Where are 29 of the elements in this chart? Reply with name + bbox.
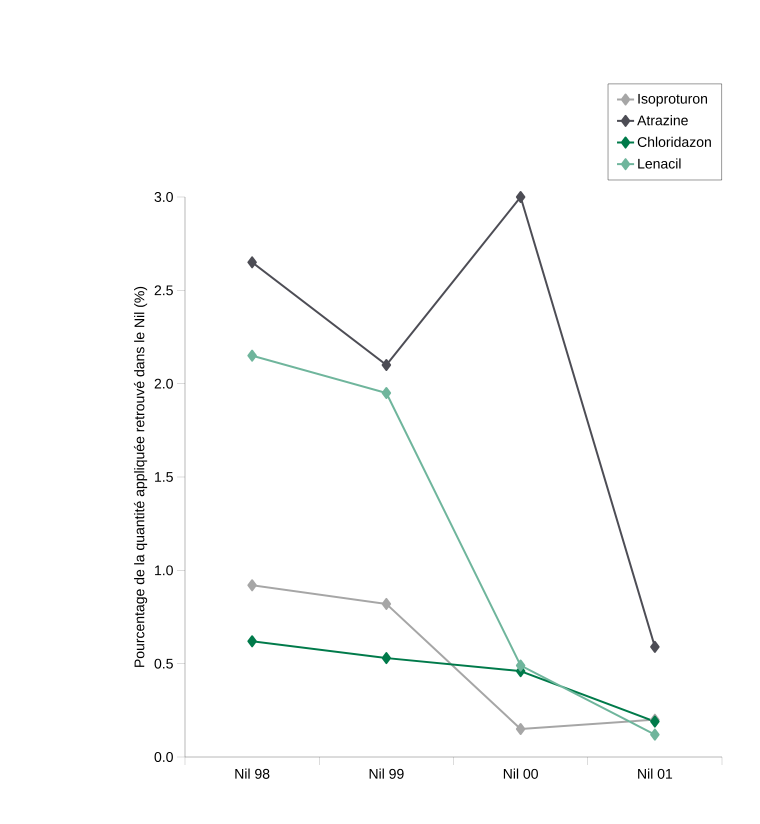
point xyxy=(650,640,660,653)
x-tick-label: Nil 01 xyxy=(638,768,672,779)
y-tick-label: 1.0 xyxy=(155,565,173,576)
point xyxy=(247,579,257,592)
point xyxy=(650,728,660,741)
y-axis-title: Pourcentage de la quantité appliquée retrouvé dans le Nil (%) xyxy=(134,286,148,667)
y-tick-label: 0.5 xyxy=(154,658,173,669)
point xyxy=(516,723,526,735)
y-tick-label: 0.0 xyxy=(154,752,173,762)
x-tick-label: Nil 00 xyxy=(504,768,538,779)
point xyxy=(247,350,257,362)
legend-label: Isoproturon xyxy=(638,94,708,106)
legend-label: Lenacil xyxy=(638,158,681,169)
point xyxy=(382,386,392,399)
y-tick-label: 1.5 xyxy=(155,472,173,482)
point xyxy=(247,256,257,268)
point xyxy=(382,652,392,664)
y-tick-label: 2.0 xyxy=(154,378,173,389)
x-tick-label: Nil 98 xyxy=(235,768,270,779)
legend-label: Chloridazon xyxy=(638,136,711,147)
y-tick-label: 2.5 xyxy=(154,285,173,296)
legend-label: Atrazine xyxy=(637,115,688,126)
point xyxy=(247,635,257,648)
point xyxy=(516,660,526,672)
point xyxy=(382,598,392,610)
x-tick-label: Nil 99 xyxy=(370,768,404,779)
point xyxy=(382,359,392,371)
y-tick-label: 3.0 xyxy=(154,192,173,202)
point xyxy=(516,190,526,203)
